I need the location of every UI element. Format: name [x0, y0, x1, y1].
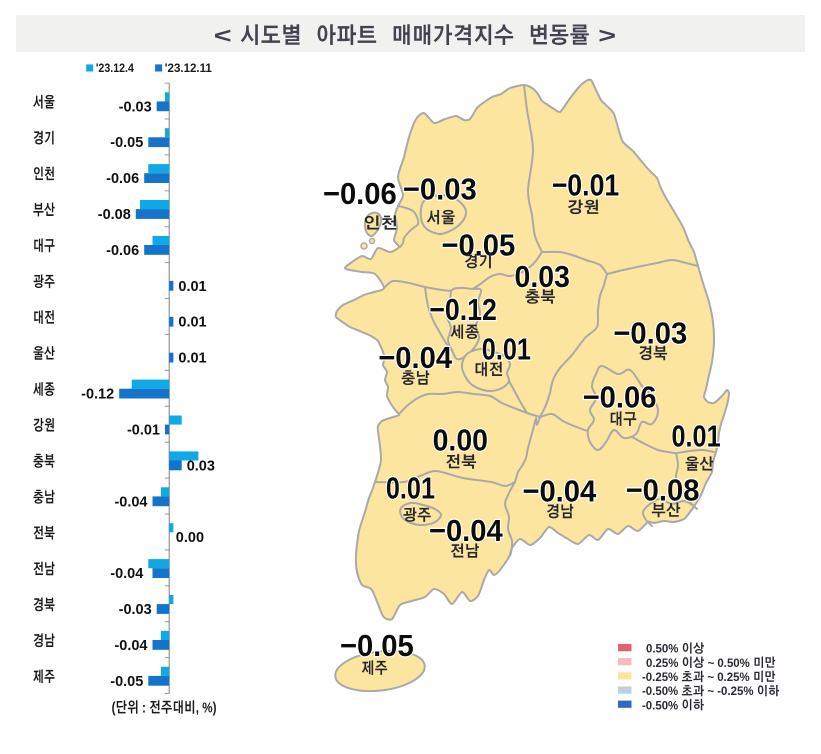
svg-text:0.50%: 0.50%	[646, 642, 682, 656]
svg-text:−0.06: −0.06	[323, 176, 397, 211]
svg-text:0.01: 0.01	[672, 419, 721, 454]
svg-text::: :	[139, 701, 149, 717]
svg-text:'23.12.11: '23.12.11	[165, 61, 212, 75]
svg-text:−0.05: −0.05	[340, 628, 414, 663]
svg-text:−0.03: −0.03	[613, 316, 687, 351]
svg-text:~ 0.25%: ~ 0.25%	[704, 670, 753, 684]
svg-text:-0.12: -0.12	[81, 387, 114, 403]
svg-text:'23.12.4: '23.12.4	[96, 61, 134, 75]
svg-text:-0.50%: -0.50%	[642, 698, 681, 712]
svg-text:(: (	[112, 701, 116, 717]
svg-text:~ -0.25%: ~ -0.25%	[704, 684, 757, 698]
svg-text:-0.25%: -0.25%	[642, 670, 681, 684]
svg-text:−0.04: −0.04	[378, 340, 453, 375]
svg-text:−0.03: −0.03	[403, 171, 477, 206]
svg-text:0.25%: 0.25%	[646, 656, 682, 670]
svg-text:-0.06: -0.06	[106, 243, 139, 259]
svg-text:0.03: 0.03	[515, 259, 570, 294]
svg-text:−0.01: −0.01	[552, 168, 620, 203]
svg-text:−0.04: −0.04	[522, 473, 597, 508]
svg-text:−0.08: −0.08	[626, 472, 700, 507]
svg-text:-0.08: -0.08	[98, 207, 131, 223]
svg-text:~ 0.50%: ~ 0.50%	[704, 656, 753, 670]
svg-text:−0.05: −0.05	[441, 228, 515, 263]
svg-text:-0.50%: -0.50%	[642, 684, 681, 698]
svg-text:>: >	[590, 23, 616, 48]
svg-text:-0.04: -0.04	[114, 638, 147, 654]
svg-text:-0.04: -0.04	[110, 566, 143, 582]
svg-text:0.01: 0.01	[178, 351, 206, 367]
svg-text:0.00: 0.00	[176, 530, 204, 546]
svg-text:−0.12: −0.12	[429, 292, 497, 327]
svg-text:0.01: 0.01	[386, 471, 435, 506]
svg-text:-0.04: -0.04	[114, 494, 147, 510]
svg-text:-0.06: -0.06	[106, 171, 139, 187]
svg-text:-0.03: -0.03	[119, 602, 152, 618]
svg-text:-0.05: -0.05	[110, 135, 143, 151]
svg-text:-0.01: -0.01	[127, 423, 160, 439]
svg-text:0.01: 0.01	[482, 331, 531, 366]
svg-text:0.01: 0.01	[178, 315, 206, 331]
svg-text:<: <	[214, 23, 240, 48]
svg-text:−0.06: −0.06	[583, 380, 657, 415]
svg-text:, %): , %)	[196, 701, 217, 717]
svg-text:0.00: 0.00	[433, 422, 488, 457]
svg-text:-0.03: -0.03	[119, 99, 152, 115]
svg-text:0.03: 0.03	[187, 458, 215, 474]
svg-text:0.01: 0.01	[178, 279, 206, 295]
svg-text:−0.04: −0.04	[429, 513, 504, 548]
svg-text:-0.05: -0.05	[110, 674, 143, 690]
